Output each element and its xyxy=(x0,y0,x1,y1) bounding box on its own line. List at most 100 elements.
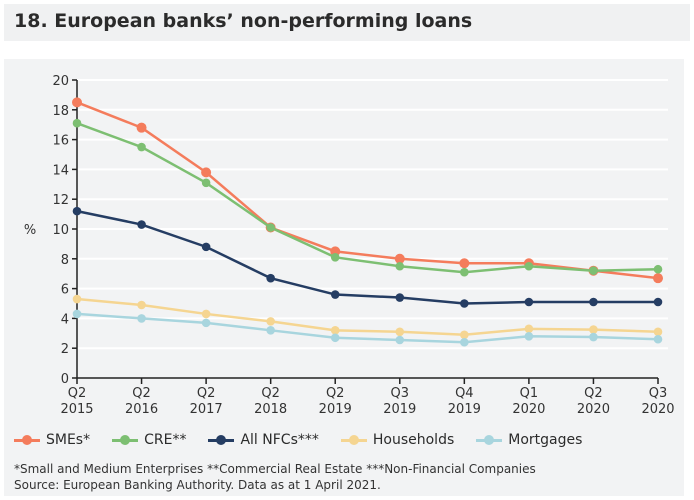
x-tick-label: Q4 xyxy=(455,386,474,401)
data-point-households xyxy=(653,327,663,337)
y-tick-label: 2 xyxy=(61,342,69,357)
data-point-cre xyxy=(330,253,340,262)
data-point-mortgages xyxy=(524,331,534,341)
legend-label: Mortgages xyxy=(508,432,583,448)
source-note: Source: European Banking Authority. Data… xyxy=(14,478,381,492)
data-point-mortgages xyxy=(266,326,275,335)
data-point-smes xyxy=(201,167,212,178)
legend-swatch xyxy=(208,434,235,445)
data-point-cre xyxy=(395,261,405,271)
footnote: *Small and Medium Enterprises **Commerci… xyxy=(14,462,536,476)
data-point-mortgages xyxy=(330,333,340,343)
data-point-mortgages xyxy=(72,309,82,319)
legend-label: Households xyxy=(372,432,455,448)
legend-item-mortgages: Mortgages xyxy=(476,432,582,448)
data-point-smes xyxy=(653,273,663,284)
series-line-smes xyxy=(76,101,659,280)
legend-label: SMEs* xyxy=(46,432,91,448)
y-tick-label: 18 xyxy=(52,104,69,119)
data-point-households xyxy=(460,330,469,340)
data-point-all-nfcs xyxy=(395,293,405,302)
data-point-cre xyxy=(72,118,82,128)
data-point-all-nfcs xyxy=(524,297,534,307)
x-tick-label: Q1 xyxy=(520,386,539,401)
legend-item-cre: CRE** xyxy=(112,432,186,448)
data-point-cre xyxy=(460,267,469,277)
data-point-mortgages xyxy=(137,314,146,323)
data-point-households xyxy=(72,294,82,304)
x-tick-label: 2019 xyxy=(383,402,416,417)
data-point-all-nfcs xyxy=(266,273,275,283)
legend-item-households: Households xyxy=(340,432,455,448)
y-tick-label: 14 xyxy=(52,163,69,178)
data-point-households xyxy=(395,327,405,337)
data-point-cre xyxy=(266,223,275,232)
y-tick-label: 6 xyxy=(61,283,69,298)
data-point-cre xyxy=(589,266,598,276)
line-chart: 02468101214161820%Q22015Q22016Q22017Q220… xyxy=(24,74,675,417)
data-point-mortgages xyxy=(201,318,211,328)
data-point-mortgages xyxy=(460,337,469,347)
y-tick-label: 8 xyxy=(61,253,69,268)
legend-item-all-nfcs: All NFCs*** xyxy=(208,432,319,448)
x-tick-label: Q3 xyxy=(391,386,410,401)
y-tick-label: 20 xyxy=(52,74,69,89)
data-point-mortgages xyxy=(395,335,405,345)
x-tick-label: Q2 xyxy=(261,386,280,401)
series-line-cre xyxy=(76,122,659,274)
title-bar: 18. European banks’ non-performing loans xyxy=(4,4,690,41)
legend: SMEs* CRE** All NFCs*** Households Mortgages xyxy=(14,432,604,448)
x-tick-label: 2019 xyxy=(319,402,352,417)
chart-panel xyxy=(4,59,684,496)
x-tick-label: 2017 xyxy=(190,402,223,417)
y-tick-label: 0 xyxy=(61,372,69,387)
data-point-households xyxy=(589,325,598,334)
data-point-smes xyxy=(136,122,147,133)
y-tick-label: 10 xyxy=(52,223,69,238)
x-tick-label: Q2 xyxy=(132,386,151,401)
data-point-all-nfcs xyxy=(201,242,211,252)
legend-item-smes: SMEs* xyxy=(14,432,90,448)
series-line-households xyxy=(76,297,659,337)
y-tick-label: 4 xyxy=(61,312,69,327)
legend-swatch xyxy=(340,434,367,445)
data-point-cre xyxy=(201,178,211,188)
x-tick-label: 2020 xyxy=(512,402,545,417)
series-line-mortgages xyxy=(76,312,659,344)
data-point-cre xyxy=(524,261,534,271)
data-point-smes xyxy=(459,258,470,269)
y-axis-label: % xyxy=(24,223,36,238)
data-point-smes xyxy=(394,253,405,264)
x-tick-label: 2018 xyxy=(254,402,287,417)
series-line-all-nfcs xyxy=(76,209,658,305)
x-tick-label: 2016 xyxy=(125,402,158,417)
legend-label: All NFCs*** xyxy=(240,432,319,448)
legend-swatch xyxy=(112,434,139,445)
data-point-households xyxy=(524,324,534,334)
data-point-all-nfcs xyxy=(653,297,663,307)
x-tick-label: Q2 xyxy=(584,386,603,401)
x-tick-label: Q3 xyxy=(649,386,668,401)
x-tick-label: 2015 xyxy=(60,402,93,417)
x-tick-label: 2020 xyxy=(577,402,610,417)
data-point-mortgages xyxy=(589,332,598,342)
data-point-all-nfcs xyxy=(72,206,82,216)
data-point-all-nfcs xyxy=(460,299,469,308)
data-point-smes xyxy=(72,97,82,108)
data-point-all-nfcs xyxy=(137,220,146,229)
x-tick-label: Q2 xyxy=(197,386,216,401)
data-point-cre xyxy=(137,142,146,152)
data-point-mortgages xyxy=(653,334,663,344)
y-tick-label: 12 xyxy=(52,193,69,208)
legend-swatch xyxy=(476,434,503,445)
data-point-households xyxy=(137,300,146,310)
data-point-households xyxy=(330,326,340,335)
y-tick-label: 16 xyxy=(52,134,69,149)
data-point-cre xyxy=(653,264,663,274)
x-tick-label: Q2 xyxy=(68,386,87,401)
data-point-all-nfcs xyxy=(589,297,598,307)
data-point-households xyxy=(201,309,211,319)
x-tick-label: 2019 xyxy=(448,402,481,417)
legend-swatch xyxy=(14,434,40,445)
chart-title: 18. European banks’ non-performing loans xyxy=(14,10,473,32)
